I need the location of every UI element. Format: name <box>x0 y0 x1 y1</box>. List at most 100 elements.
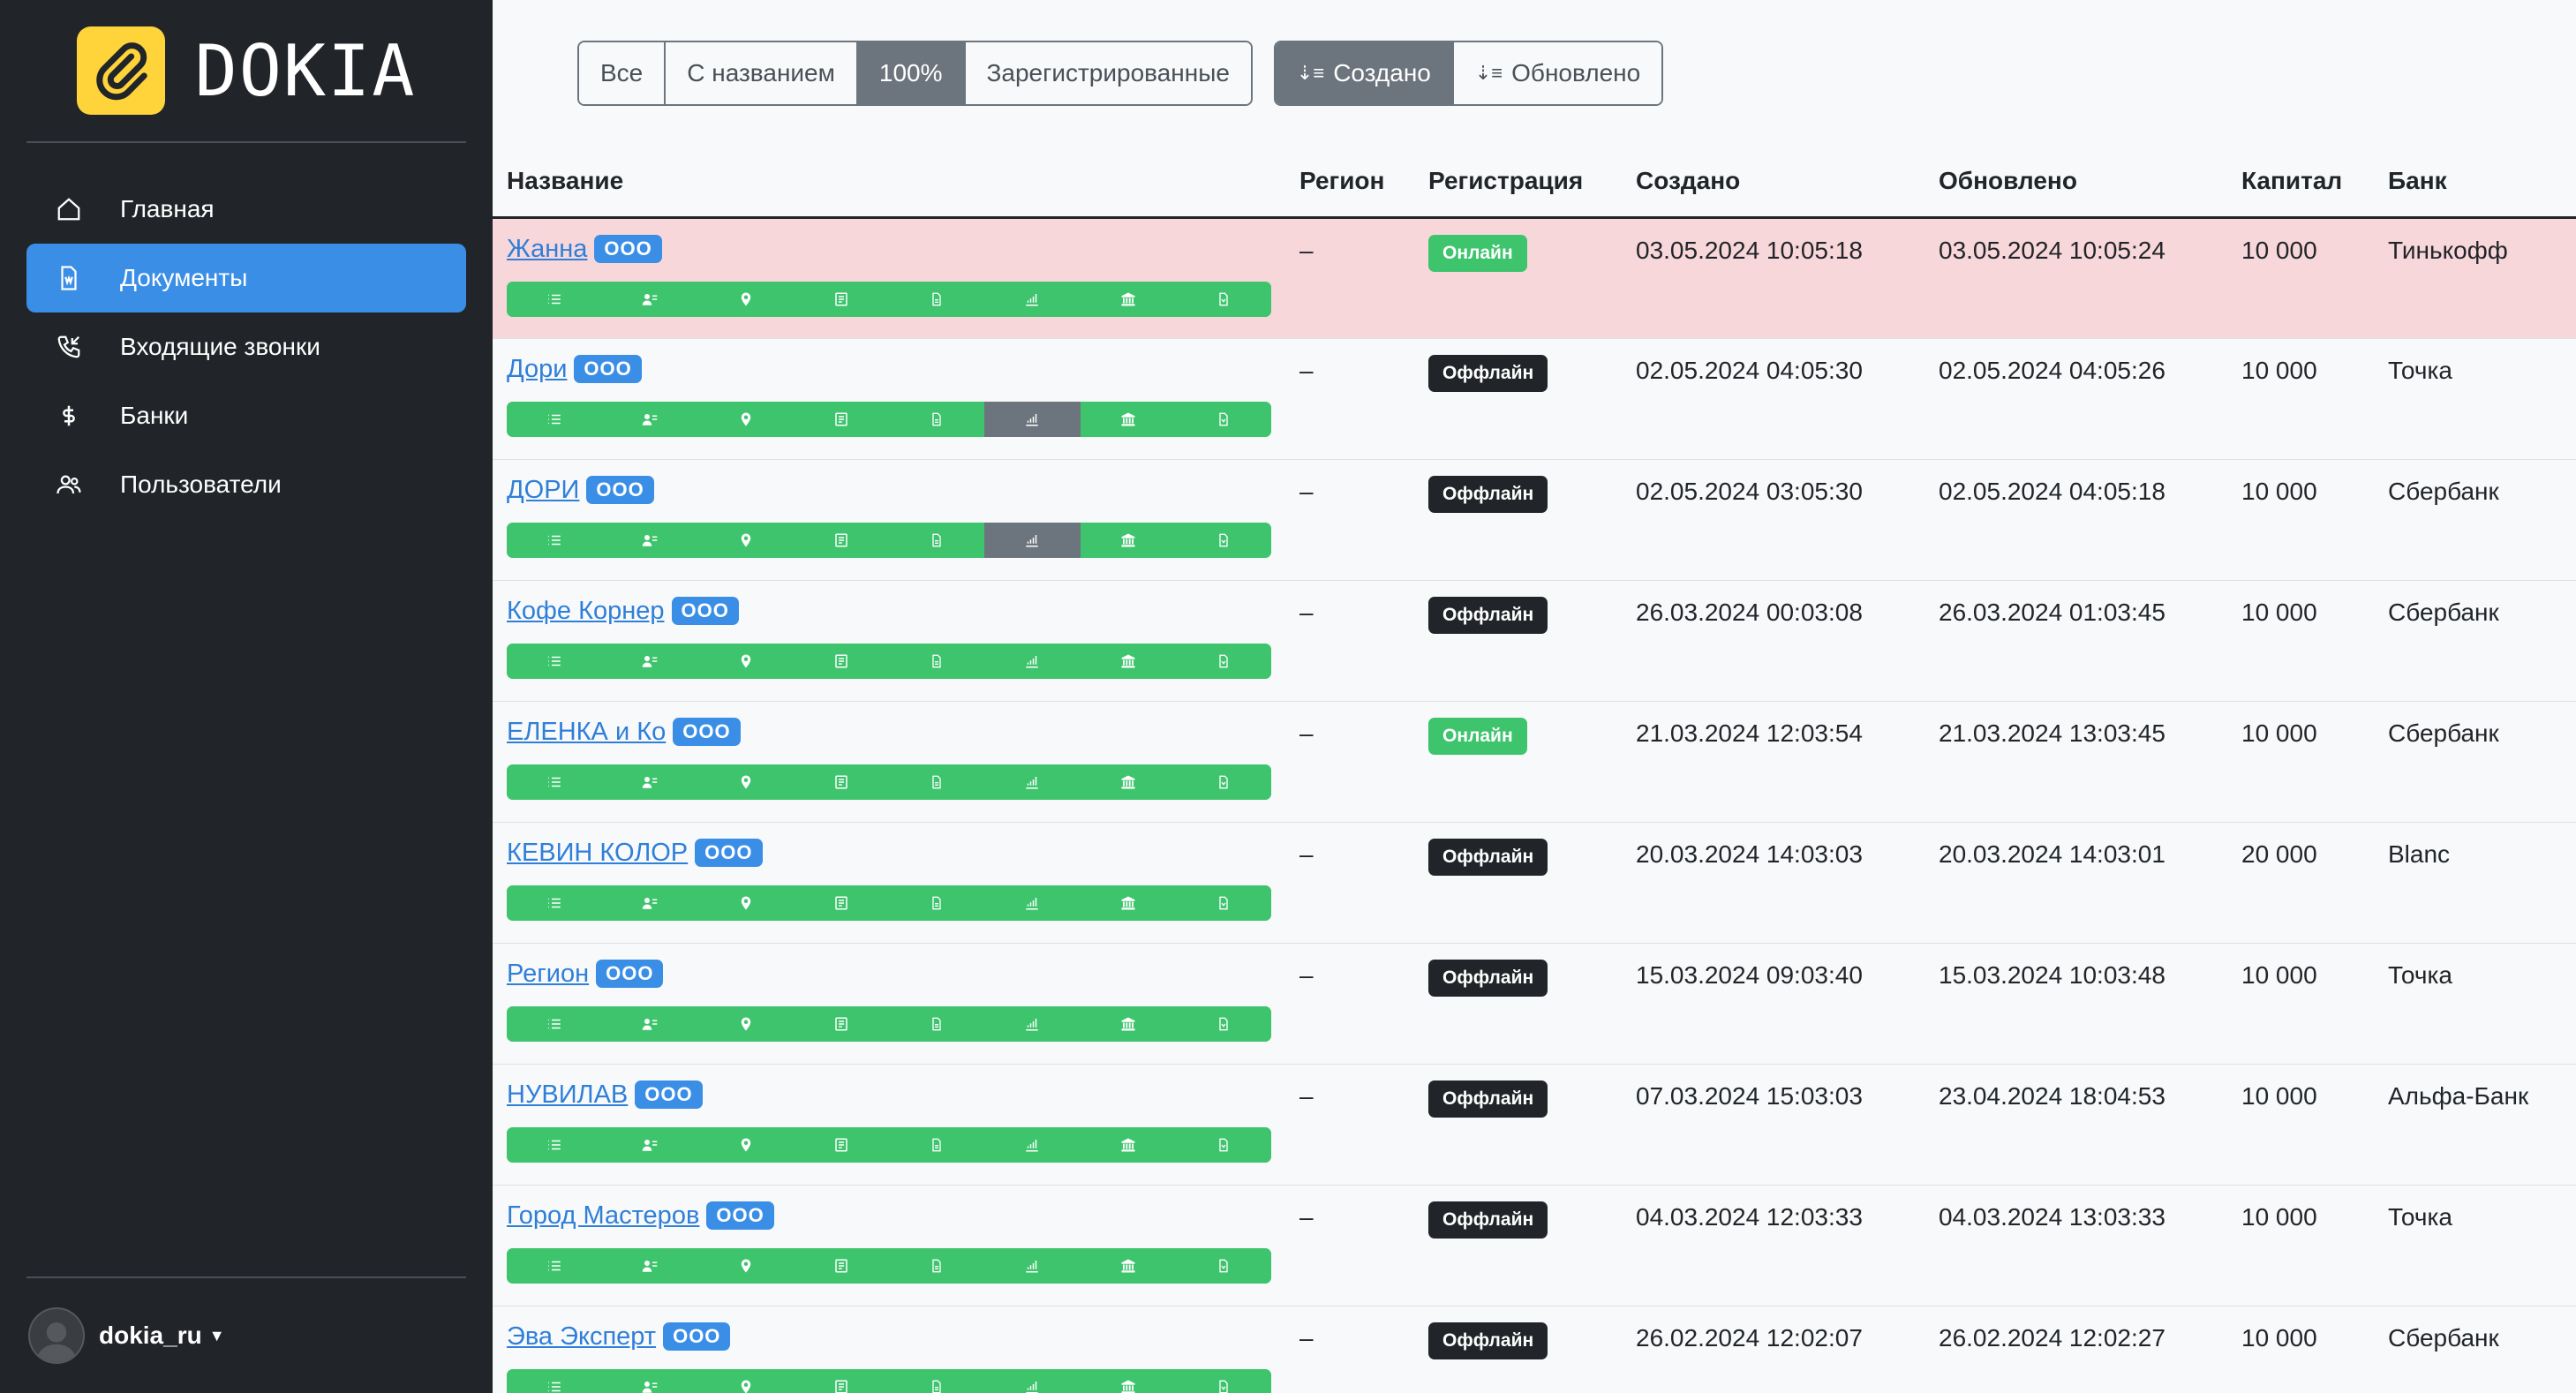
progress-segment-document[interactable] <box>1175 522 1271 558</box>
filter-all-button[interactable]: Все <box>579 42 667 104</box>
company-name-link[interactable]: НУВИЛАВ <box>507 1080 629 1109</box>
progress-segment-chart[interactable] <box>984 281 1081 317</box>
progress-segment-bank[interactable] <box>1080 885 1176 921</box>
progress-segment-person-card[interactable] <box>602 401 698 437</box>
company-name-link[interactable]: Регион <box>507 959 590 988</box>
progress-segment-bank[interactable] <box>1080 1247 1176 1284</box>
progress-segment-bank[interactable] <box>1080 1126 1176 1163</box>
progress-segment-bank[interactable] <box>1080 1005 1176 1042</box>
progress-segment-file[interactable] <box>889 1005 985 1042</box>
company-name-link[interactable]: Дори <box>507 354 568 383</box>
progress-segment-document[interactable] <box>1175 1005 1271 1042</box>
progress-segment-file[interactable] <box>889 281 985 317</box>
progress-segment-chart[interactable] <box>984 522 1081 558</box>
progress-segment-bank[interactable] <box>1080 643 1176 679</box>
table-row[interactable]: Дори ООО – Оффлайн 02.05.2024 04:05:30 0… <box>493 338 2576 460</box>
progress-segment-map-pin[interactable] <box>697 281 794 317</box>
progress-segment-receipt[interactable] <box>793 1247 889 1284</box>
company-name-link[interactable]: Жанна <box>507 234 588 263</box>
company-name-link[interactable]: ДОРИ <box>507 475 580 504</box>
progress-segment-list[interactable] <box>507 1368 603 1393</box>
progress-segment-map-pin[interactable] <box>697 401 794 437</box>
table-row[interactable]: Кофе Корнер ООО – Оффлайн 26.03.2024 00:… <box>493 580 2576 702</box>
brand[interactable]: DOKIA <box>26 0 466 143</box>
progress-segment-receipt[interactable] <box>793 401 889 437</box>
progress-segment-person-card[interactable] <box>602 1247 698 1284</box>
progress-segment-person-card[interactable] <box>602 522 698 558</box>
table-row[interactable]: Эва Эксперт ООО – Оффлайн 26.02.2024 12:… <box>493 1306 2576 1393</box>
progress-segment-chart[interactable] <box>984 1247 1081 1284</box>
progress-segment-person-card[interactable] <box>602 885 698 921</box>
sidebar-item-documents[interactable]: Документы <box>26 244 466 312</box>
progress-segment-map-pin[interactable] <box>697 1368 794 1393</box>
progress-segment-list[interactable] <box>507 401 603 437</box>
progress-segment-chart[interactable] <box>984 401 1081 437</box>
filter-registered-button[interactable]: Зарегистрированные <box>965 42 1251 104</box>
progress-segment-map-pin[interactable] <box>697 885 794 921</box>
table-row[interactable]: ДОРИ ООО – Оффлайн 02.05.2024 03:05:30 0… <box>493 459 2576 581</box>
progress-segment-file[interactable] <box>889 522 985 558</box>
progress-segment-receipt[interactable] <box>793 1005 889 1042</box>
progress-segment-list[interactable] <box>507 281 603 317</box>
sidebar-item-home[interactable]: Главная <box>26 175 466 244</box>
progress-segment-document[interactable] <box>1175 885 1271 921</box>
company-name-link[interactable]: КЕВИН КОЛОР <box>507 838 689 867</box>
progress-segment-map-pin[interactable] <box>697 643 794 679</box>
progress-segment-receipt[interactable] <box>793 764 889 800</box>
company-name-link[interactable]: Город Мастеров <box>507 1201 700 1230</box>
progress-segment-chart[interactable] <box>984 764 1081 800</box>
sidebar-item-users[interactable]: Пользователи <box>26 450 466 519</box>
progress-segment-document[interactable] <box>1175 1126 1271 1163</box>
progress-segment-document[interactable] <box>1175 643 1271 679</box>
progress-segment-receipt[interactable] <box>793 643 889 679</box>
progress-segment-bank[interactable] <box>1080 1368 1176 1393</box>
progress-segment-list[interactable] <box>507 1247 603 1284</box>
progress-segment-person-card[interactable] <box>602 1005 698 1042</box>
table-row[interactable]: Жанна ООО – Онлайн 03.05.2024 10:05:18 0… <box>493 217 2576 339</box>
column-header-region[interactable]: Регион <box>1285 147 1414 219</box>
column-header-updated[interactable]: Обновлено <box>1924 147 2227 219</box>
sidebar-item-incoming-calls[interactable]: Входящие звонки <box>26 312 466 381</box>
progress-segment-document[interactable] <box>1175 1368 1271 1393</box>
progress-segment-list[interactable] <box>507 643 603 679</box>
table-row[interactable]: КЕВИН КОЛОР ООО – Оффлайн 20.03.2024 14:… <box>493 822 2576 944</box>
progress-segment-bank[interactable] <box>1080 281 1176 317</box>
progress-segment-chart[interactable] <box>984 885 1081 921</box>
progress-segment-document[interactable] <box>1175 764 1271 800</box>
progress-segment-document[interactable] <box>1175 1247 1271 1284</box>
progress-segment-bank[interactable] <box>1080 401 1176 437</box>
progress-segment-document[interactable] <box>1175 281 1271 317</box>
table-row[interactable]: Регион ООО – Оффлайн 15.03.2024 09:03:40… <box>493 943 2576 1065</box>
progress-segment-person-card[interactable] <box>602 764 698 800</box>
progress-segment-bank[interactable] <box>1080 522 1176 558</box>
column-header-bank[interactable]: Банк <box>2374 147 2576 219</box>
progress-segment-map-pin[interactable] <box>697 1247 794 1284</box>
progress-segment-file[interactable] <box>889 1247 985 1284</box>
progress-segment-person-card[interactable] <box>602 1126 698 1163</box>
progress-segment-map-pin[interactable] <box>697 1005 794 1042</box>
progress-segment-list[interactable] <box>507 1005 603 1042</box>
filter-100-percent-button[interactable]: 100% <box>857 42 966 104</box>
progress-segment-person-card[interactable] <box>602 1368 698 1393</box>
column-header-registration[interactable]: Регистрация <box>1414 147 1622 219</box>
column-header-capital[interactable]: Капитал <box>2227 147 2374 219</box>
progress-segment-receipt[interactable] <box>793 522 889 558</box>
company-name-link[interactable]: ЕЛЕНКА и Ко <box>507 717 667 746</box>
sidebar-item-banks[interactable]: Банки <box>26 381 466 450</box>
progress-segment-chart[interactable] <box>984 643 1081 679</box>
progress-segment-file[interactable] <box>889 401 985 437</box>
sort-created-button[interactable]: ⇣≡ Создано <box>1275 42 1454 104</box>
user-menu[interactable]: dokia_ru ▼ <box>26 1276 466 1393</box>
progress-segment-list[interactable] <box>507 522 603 558</box>
table-row[interactable]: Город Мастеров ООО – Оффлайн 04.03.2024 … <box>493 1185 2576 1306</box>
company-name-link[interactable]: Кофе Корнер <box>507 596 665 625</box>
column-header-created[interactable]: Создано <box>1622 147 1924 219</box>
progress-segment-list[interactable] <box>507 764 603 800</box>
progress-segment-document[interactable] <box>1175 401 1271 437</box>
progress-segment-file[interactable] <box>889 1126 985 1163</box>
company-name-link[interactable]: Эва Эксперт <box>507 1321 657 1351</box>
progress-segment-chart[interactable] <box>984 1005 1081 1042</box>
progress-segment-bank[interactable] <box>1080 764 1176 800</box>
progress-segment-receipt[interactable] <box>793 885 889 921</box>
progress-segment-person-card[interactable] <box>602 643 698 679</box>
